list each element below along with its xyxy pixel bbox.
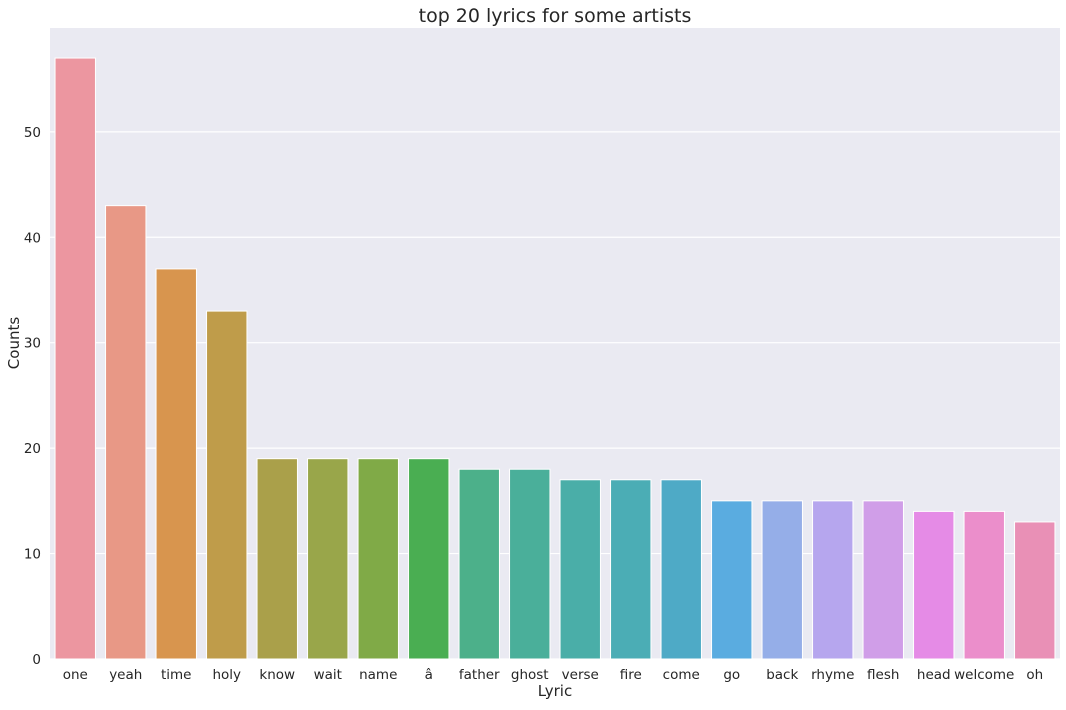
bar-9: [509, 468, 551, 660]
y-axis-label: Counts: [5, 317, 23, 370]
bar-13: [711, 500, 753, 660]
bar-0: [54, 57, 96, 660]
x-tick-label: one: [63, 667, 88, 683]
bar-14: [761, 500, 803, 660]
x-tick-label: â: [425, 667, 433, 683]
bar-19: [1014, 521, 1056, 660]
bar-11: [610, 479, 652, 660]
x-tick-label: ghost: [511, 667, 549, 683]
bar-7: [408, 458, 450, 660]
x-tick-label: know: [259, 667, 295, 683]
bar-8: [458, 468, 500, 660]
bar-15: [812, 500, 854, 660]
x-tick-label: go: [723, 667, 740, 683]
plot-background: [50, 28, 1060, 659]
bars: [54, 57, 1056, 660]
bar-1: [105, 205, 147, 660]
x-tick-label: name: [359, 667, 397, 683]
chart-title: top 20 lyrics for some artists: [419, 5, 692, 27]
y-tick-label: 40: [24, 230, 41, 246]
bar-2: [155, 268, 197, 660]
x-tick-label: yeah: [109, 667, 142, 683]
bar-12: [660, 479, 702, 660]
x-tick-label: flesh: [867, 667, 899, 683]
x-tick-label: rhyme: [811, 667, 854, 683]
x-tick-label: head: [917, 667, 951, 683]
x-tick-label: welcome: [954, 667, 1014, 683]
x-tick-label: verse: [562, 667, 599, 683]
y-tick-label: 10: [24, 547, 41, 563]
bar-3: [206, 310, 248, 660]
y-tick-label: 30: [24, 336, 41, 352]
x-axis-label: Lyric: [538, 682, 572, 700]
x-tick-label: wait: [314, 667, 342, 683]
x-tick-label: father: [459, 667, 500, 683]
y-tick-label: 20: [24, 441, 41, 457]
y-tick-labels: 0 10 20 30 40 50: [24, 125, 41, 668]
bar-6: [357, 458, 399, 660]
x-tick-label: oh: [1026, 667, 1043, 683]
x-tick-label: holy: [212, 667, 241, 683]
x-tick-label: time: [161, 667, 192, 683]
y-tick-label: 50: [24, 125, 41, 141]
x-tick-label: fire: [620, 667, 642, 683]
bar-4: [256, 458, 298, 660]
x-tick-label: back: [766, 667, 798, 683]
bar-17: [913, 510, 955, 660]
bar-5: [307, 458, 349, 660]
bar-16: [862, 500, 904, 660]
x-tick-label: come: [663, 667, 700, 683]
bar-10: [559, 479, 601, 660]
bar-18: [963, 510, 1005, 660]
y-tick-label: 0: [32, 652, 41, 668]
x-tick-labels: one yeah time holy know wait name â father ghost v…: [63, 667, 1043, 683]
